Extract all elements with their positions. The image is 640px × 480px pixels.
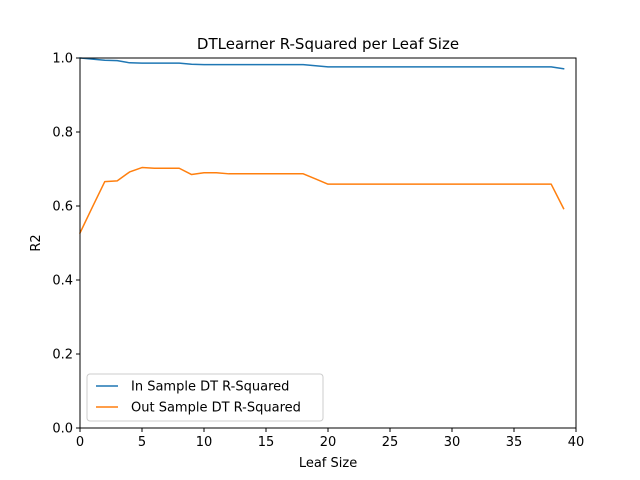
series-line-in-sample <box>79 57 565 70</box>
y-tick-label: 0.2 <box>52 348 73 363</box>
y-tick-label: 0.0 <box>52 422 73 437</box>
x-tick-label: 15 <box>258 435 275 450</box>
x-tick-label: 10 <box>196 435 213 450</box>
y-tick-label: 0.6 <box>52 200 73 215</box>
x-tick-label: 20 <box>320 435 337 450</box>
x-tick-label: 40 <box>568 435 585 450</box>
x-axis-ticks: 0 5 10 15 20 25 30 35 40 <box>76 428 584 450</box>
y-tick-label: 1.0 <box>52 52 73 67</box>
legend-box <box>86 373 324 422</box>
legend-entry-label: In Sample DT R-Squared <box>131 380 289 395</box>
series-line-out-sample <box>78 166 565 235</box>
x-axis-label: Leaf Size <box>299 456 357 471</box>
x-tick-label: 30 <box>444 435 461 450</box>
y-tick-label: 0.4 <box>52 274 73 289</box>
series-lines <box>78 57 565 235</box>
x-tick-label: 25 <box>382 435 399 450</box>
legend-entry-label: Out Sample DT R-Squared <box>131 401 301 416</box>
y-tick-label: 0.8 <box>52 126 73 141</box>
x-tick-label: 5 <box>138 435 146 450</box>
x-tick-label: 0 <box>76 435 84 450</box>
y-axis-ticks: 0.0 0.2 0.4 0.6 0.8 1.0 <box>52 52 80 437</box>
axes-frame <box>79 57 577 429</box>
chart-title: DTLearner R-Squared per Leaf Size <box>197 35 459 53</box>
x-tick-label: 35 <box>506 435 523 450</box>
y-axis-label: R2 <box>29 234 44 251</box>
legend: In Sample DT R-Squared Out Sample DT R-Sq… <box>86 373 324 422</box>
